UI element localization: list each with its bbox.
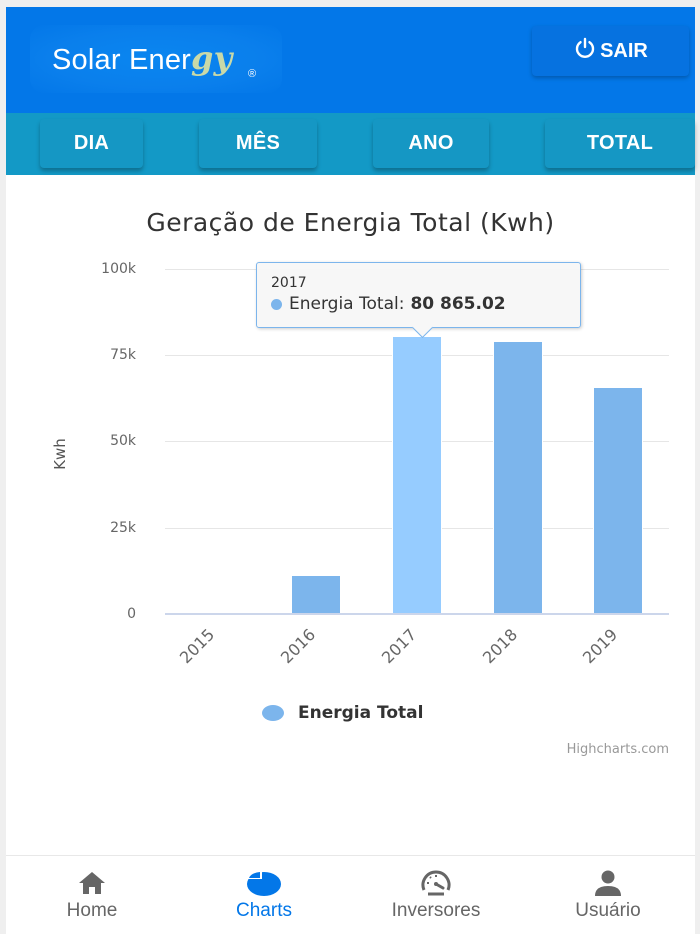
home-icon [77, 869, 107, 897]
y-tick: 50k [110, 433, 136, 449]
nav-home-label: Home [66, 900, 118, 921]
nav-inversores-label: Inversores [391, 900, 481, 921]
energy-chart: Geração de Energia Total (Kwh) Kwh 100k … [6, 175, 695, 855]
highcharts-credits-link[interactable]: Highcharts.com [566, 742, 669, 757]
nav-usuario[interactable]: Usuário [522, 856, 694, 934]
speedometer-icon [418, 869, 454, 897]
chart-tooltip: 2017 Energia Total: 80 865.02 [256, 262, 581, 328]
nav-charts-label: Charts [236, 900, 292, 921]
x-tick: 2018 [478, 625, 522, 668]
power-icon [573, 36, 597, 66]
legend-item-energia-total[interactable]: Energia Total [262, 703, 423, 723]
solar-energy-logo: Solar Energy ® [30, 25, 282, 93]
tooltip-series-name: Energia Total: [289, 294, 405, 314]
bar-2017[interactable] [392, 336, 442, 614]
x-axis-line [165, 613, 669, 615]
nav-charts[interactable]: Charts [178, 856, 350, 934]
bottom-navigation: Home Charts Inversores Usuário [6, 855, 695, 934]
tooltip-value: 80 865.02 [410, 294, 506, 314]
tab-total[interactable]: TOTAL [545, 119, 695, 168]
tooltip-year: 2017 [271, 275, 307, 291]
nav-inversores[interactable]: Inversores [350, 856, 522, 934]
legend-label: Energia Total [298, 703, 424, 723]
registered-mark: ® [248, 68, 257, 80]
bar-2016[interactable] [291, 575, 341, 614]
bar-2019[interactable] [593, 387, 643, 614]
bar-2018[interactable] [493, 341, 543, 614]
y-tick: 100k [101, 261, 136, 277]
tooltip-series-dot-icon [271, 298, 282, 310]
legend-dot-icon [262, 705, 284, 721]
period-tab-bar: DIA MÊS ANO TOTAL [6, 113, 695, 175]
nav-usuario-label: Usuário [575, 900, 641, 921]
y-tick: 75k [110, 347, 136, 363]
nav-home[interactable]: Home [6, 856, 178, 934]
x-tick: 2015 [175, 625, 219, 668]
tab-ano[interactable]: ANO [373, 119, 489, 168]
tab-dia[interactable]: DIA [40, 119, 143, 168]
logout-button[interactable]: SAIR [532, 26, 689, 76]
x-tick: 2019 [578, 625, 622, 668]
user-icon [592, 869, 624, 897]
chart-title: Geração de Energia Total (Kwh) [146, 208, 555, 237]
app-window: Solar Energy ® SAIR DIA MÊS ANO TOTAL Ge… [6, 7, 695, 934]
x-tick: 2016 [276, 625, 320, 668]
app-header: Solar Energy ® SAIR [6, 7, 695, 113]
x-tick: 2017 [377, 625, 421, 668]
y-tick: 25k [110, 520, 136, 536]
tab-mes[interactable]: MÊS [199, 119, 317, 168]
y-tick: 0 [127, 606, 136, 622]
pie-chart-icon [245, 869, 283, 897]
logo-text: Solar Energy [52, 39, 233, 77]
logout-label: SAIR [600, 39, 648, 62]
